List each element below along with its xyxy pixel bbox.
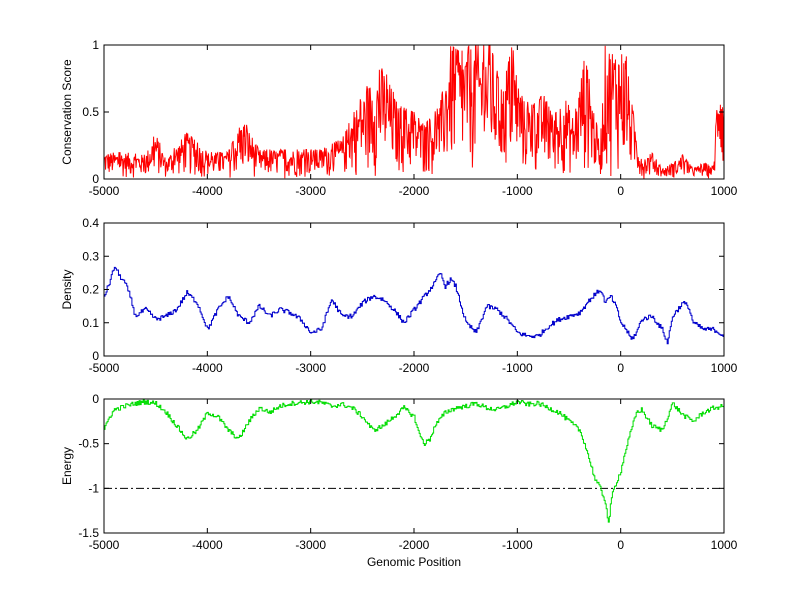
subplot-3: -5000 -4000 -3000 -2000 -1000 0 1000 -1.5 -1 -0.5…: [60, 392, 738, 569]
subplot-1: -5000 -4000 -3000 -2000 -1000 0 1000 0 0.5 1 Conse…: [60, 38, 738, 198]
x-tick-label: 0: [617, 361, 624, 375]
x-tick-label: -1000: [502, 538, 533, 552]
y-tick-label: 1: [92, 38, 99, 52]
x-tick-label: 0: [617, 538, 624, 552]
series-line-1-1: [104, 45, 724, 179]
x-tick-label: -5000: [89, 184, 120, 198]
y-tick-label: 0.4: [82, 216, 99, 230]
x-tick-label: 1000: [711, 184, 738, 198]
y-axis-label: Conservation Score: [60, 59, 74, 165]
x-tick-label: -1000: [502, 361, 533, 375]
y-tick-label: 0.2: [82, 283, 99, 297]
y-axis-label: Density: [60, 269, 74, 309]
x-tick-label: -5000: [89, 538, 120, 552]
x-tick-label: -2000: [399, 184, 430, 198]
y-tick-label: -1.5: [78, 526, 99, 540]
x-tick-label: -4000: [192, 184, 223, 198]
x-axis-label: Genomic Position: [367, 555, 461, 569]
x-tick-label: -2000: [399, 361, 430, 375]
y-tick-label: -0.5: [78, 437, 99, 451]
subplot-2: -5000 -4000 -3000 -2000 -1000 0 1000 0 0.1 0.2 0.3…: [60, 216, 738, 375]
y-axis-label: Energy: [60, 447, 74, 485]
series-line-3-1: [104, 399, 724, 523]
y-tick-label: 0: [92, 349, 99, 363]
x-tick-label: 1000: [711, 538, 738, 552]
x-tick-label: -2000: [399, 538, 430, 552]
axes-frame: [103, 398, 725, 534]
x-tick-label: -3000: [295, 361, 326, 375]
x-tick-label: -3000: [295, 538, 326, 552]
x-tick-label: -4000: [192, 538, 223, 552]
x-tick-label: -3000: [295, 184, 326, 198]
x-tick-label: 1000: [711, 361, 738, 375]
series-line-2-1: [104, 266, 724, 345]
y-tick-label: 0.3: [82, 249, 99, 263]
x-tick-label: -4000: [192, 361, 223, 375]
y-tick-label: 0.1: [82, 316, 99, 330]
x-tick-label: -5000: [89, 361, 120, 375]
x-tick-label: 0: [617, 184, 624, 198]
y-tick-label: -1: [88, 481, 99, 495]
y-tick-label: 0: [92, 172, 99, 186]
y-tick-label: 0.5: [82, 105, 99, 119]
y-tick-label: 0: [92, 392, 99, 406]
x-tick-label: -1000: [502, 184, 533, 198]
